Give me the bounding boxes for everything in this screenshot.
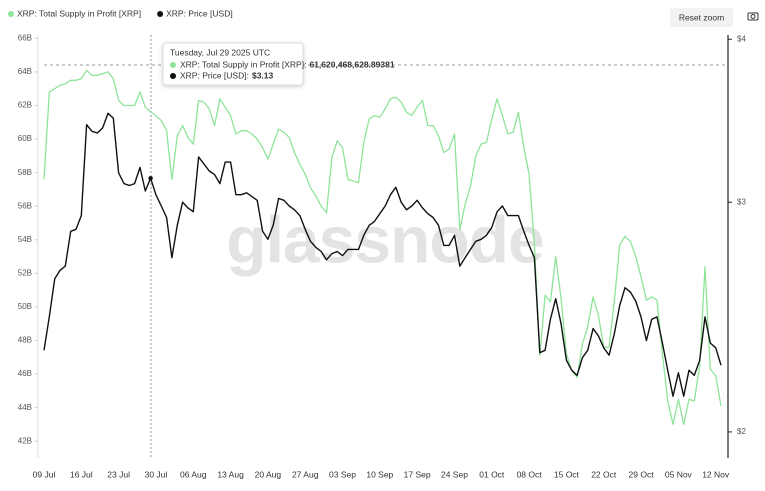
x-tick-label: 24 Sep — [441, 469, 468, 479]
legend-label: XRP: Price [USD] — [166, 8, 233, 18]
y-tick-label: 60B — [18, 134, 32, 143]
tooltip-label: XRP: Price [USD]: — [180, 70, 249, 80]
y-tick-label: 52B — [18, 268, 32, 277]
x-tick-label: 15 Oct — [554, 469, 580, 479]
x-tick-label: 09 Jul — [33, 469, 56, 479]
y-tick-label: 66B — [18, 33, 32, 42]
y-tick-label: 50B — [18, 302, 32, 311]
tooltip-label: XRP: Total Supply in Profit [XRP]: — [180, 59, 306, 69]
y-tick-label: 54B — [18, 235, 32, 244]
y-tick-label: 46B — [18, 369, 32, 378]
y-tick-label: 48B — [18, 336, 32, 345]
tooltip-title: Tuesday, Jul 29 2025 UTC — [170, 47, 270, 57]
camera-lens[interactable] — [750, 14, 756, 19]
x-tick-label: 16 Jul — [70, 469, 93, 479]
y-tick-label: 64B — [18, 67, 32, 76]
x-tick-label: 27 Aug — [292, 469, 319, 479]
x-tick-label: 30 Jul — [145, 469, 168, 479]
y-tick-label: 44B — [18, 403, 32, 412]
watermark: glassnode — [226, 202, 543, 276]
y2-tick-label: $4 — [737, 34, 746, 43]
x-tick-label: 29 Oct — [629, 469, 655, 479]
series-line — [43, 112, 722, 397]
x-tick-label: 17 Sep — [404, 469, 431, 479]
y-tick-label: 58B — [18, 168, 32, 177]
x-tick-label: 13 Aug — [217, 469, 244, 479]
tooltip-value: 61,620,468,628.89381 — [309, 59, 394, 69]
camera-button[interactable] — [747, 12, 759, 21]
legend-swatch — [157, 11, 164, 17]
x-tick-label: 22 Oct — [591, 469, 617, 479]
tooltip: Tuesday, Jul 29 2025 UTC XRP: Total Supp… — [162, 42, 395, 86]
tooltip-box — [162, 42, 304, 86]
tooltip-value: $3.13 — [252, 70, 274, 80]
x-tick-label: 01 Oct — [479, 469, 505, 479]
x-tick-label: 20 Aug — [255, 469, 282, 479]
x-tick-label: 05 Nov — [665, 469, 693, 479]
camera-body[interactable] — [747, 12, 759, 21]
reset-zoom-button[interactable]: Reset zoom — [670, 8, 733, 27]
legend-label: XRP: Total Supply in Profit [XRP] — [17, 8, 141, 18]
x-tick-label: 03 Sep — [329, 469, 356, 479]
y2-tick-label: $3 — [737, 197, 746, 206]
button-bg[interactable] — [670, 8, 733, 27]
legend-swatch — [8, 11, 14, 17]
x-tick-label: 12 Nov — [702, 469, 730, 479]
x-tick-label: 08 Oct — [517, 469, 543, 479]
y-tick-label: 62B — [18, 101, 32, 110]
y-tick-label: 42B — [18, 436, 32, 445]
x-tick-label: 10 Sep — [366, 469, 393, 479]
y2-tick-label: $2 — [737, 427, 746, 436]
x-tick-label: 06 Aug — [180, 469, 207, 479]
hover-point — [148, 175, 153, 181]
tooltip-swatch — [170, 62, 176, 68]
x-tick-label: 23 Jul — [107, 469, 130, 479]
y-tick-label: 56B — [18, 201, 32, 210]
series-line — [43, 69, 722, 426]
tooltip-swatch — [170, 73, 176, 79]
button-label[interactable]: Reset zoom — [679, 12, 724, 22]
